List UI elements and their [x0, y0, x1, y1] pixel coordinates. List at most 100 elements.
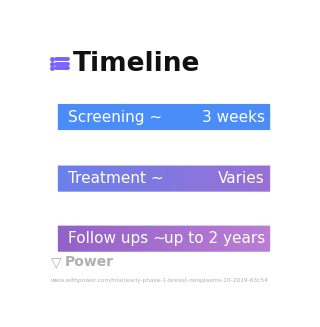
Bar [69, 219, 70, 259]
Bar [139, 159, 140, 198]
Bar [87, 219, 89, 259]
Bar [114, 219, 116, 259]
Bar [95, 219, 97, 259]
Bar [161, 97, 162, 137]
Bar [75, 219, 76, 259]
Bar [154, 219, 155, 259]
Bar [132, 97, 134, 137]
Bar [88, 219, 90, 259]
Bar [189, 159, 190, 198]
Bar [150, 219, 152, 259]
Bar [213, 97, 214, 137]
Bar [108, 159, 109, 198]
Bar [137, 97, 138, 137]
Bar [241, 159, 243, 198]
Bar [245, 97, 247, 137]
Bar [150, 97, 152, 137]
Bar [193, 159, 195, 198]
Bar [119, 159, 120, 198]
Bar [110, 219, 111, 259]
Bar [121, 97, 123, 137]
Bar [273, 159, 274, 198]
Bar [133, 97, 135, 137]
Bar [214, 97, 215, 137]
Bar [173, 159, 175, 198]
Bar [157, 219, 159, 259]
Bar [54, 97, 56, 137]
Bar [220, 97, 222, 137]
Bar [141, 97, 143, 137]
Bar [276, 219, 277, 259]
Bar [249, 159, 250, 198]
Bar [235, 219, 237, 259]
Bar [108, 159, 110, 198]
Bar [67, 159, 68, 198]
Bar [141, 219, 143, 259]
Bar [226, 219, 228, 259]
Bar [257, 219, 258, 259]
Bar [81, 97, 83, 137]
Bar [265, 159, 266, 198]
Bar [260, 97, 262, 137]
Bar [223, 219, 224, 259]
Bar [218, 97, 220, 137]
Bar [167, 219, 169, 259]
Bar [259, 97, 260, 137]
Bar [220, 219, 222, 259]
Bar [116, 219, 118, 259]
Bar [92, 219, 93, 259]
Bar [242, 159, 244, 198]
Bar [89, 159, 91, 198]
Bar [218, 159, 220, 198]
Bar [170, 219, 171, 259]
Bar [213, 219, 214, 259]
Bar [137, 159, 138, 198]
Bar [222, 97, 223, 137]
Bar [226, 159, 228, 198]
Bar [100, 97, 102, 137]
Bar [154, 97, 155, 137]
Bar [118, 219, 119, 259]
Bar [165, 97, 167, 137]
Bar [171, 159, 172, 198]
Bar [132, 219, 134, 259]
Bar [217, 219, 219, 259]
Bar [217, 159, 219, 198]
Bar [169, 97, 170, 137]
Bar [169, 219, 170, 259]
Bar [182, 219, 184, 259]
Bar [166, 97, 168, 137]
Bar [52, 97, 53, 137]
Bar [62, 159, 64, 198]
Bar [236, 159, 238, 198]
Bar [58, 97, 59, 137]
Bar [192, 219, 194, 259]
Bar [96, 97, 98, 137]
Bar [176, 219, 178, 259]
Bar [102, 159, 103, 198]
Bar [254, 159, 256, 198]
Bar [163, 159, 164, 198]
Bar [67, 219, 68, 259]
Bar [156, 219, 157, 259]
Bar [97, 97, 99, 137]
Bar [111, 159, 112, 198]
Bar [271, 97, 273, 137]
Bar [199, 97, 201, 137]
Bar [144, 97, 145, 137]
Bar [94, 97, 95, 137]
Bar [145, 159, 146, 198]
Bar [212, 159, 213, 198]
Bar [158, 159, 160, 198]
Bar [266, 159, 267, 198]
Bar [174, 97, 176, 137]
Text: Varies: Varies [218, 171, 265, 186]
Bar [166, 219, 168, 259]
Bar [105, 159, 107, 198]
Bar [59, 159, 60, 198]
Bar [204, 219, 205, 259]
Bar [266, 219, 267, 259]
Bar [188, 159, 189, 198]
Text: Power: Power [65, 255, 114, 269]
Bar [127, 159, 128, 198]
